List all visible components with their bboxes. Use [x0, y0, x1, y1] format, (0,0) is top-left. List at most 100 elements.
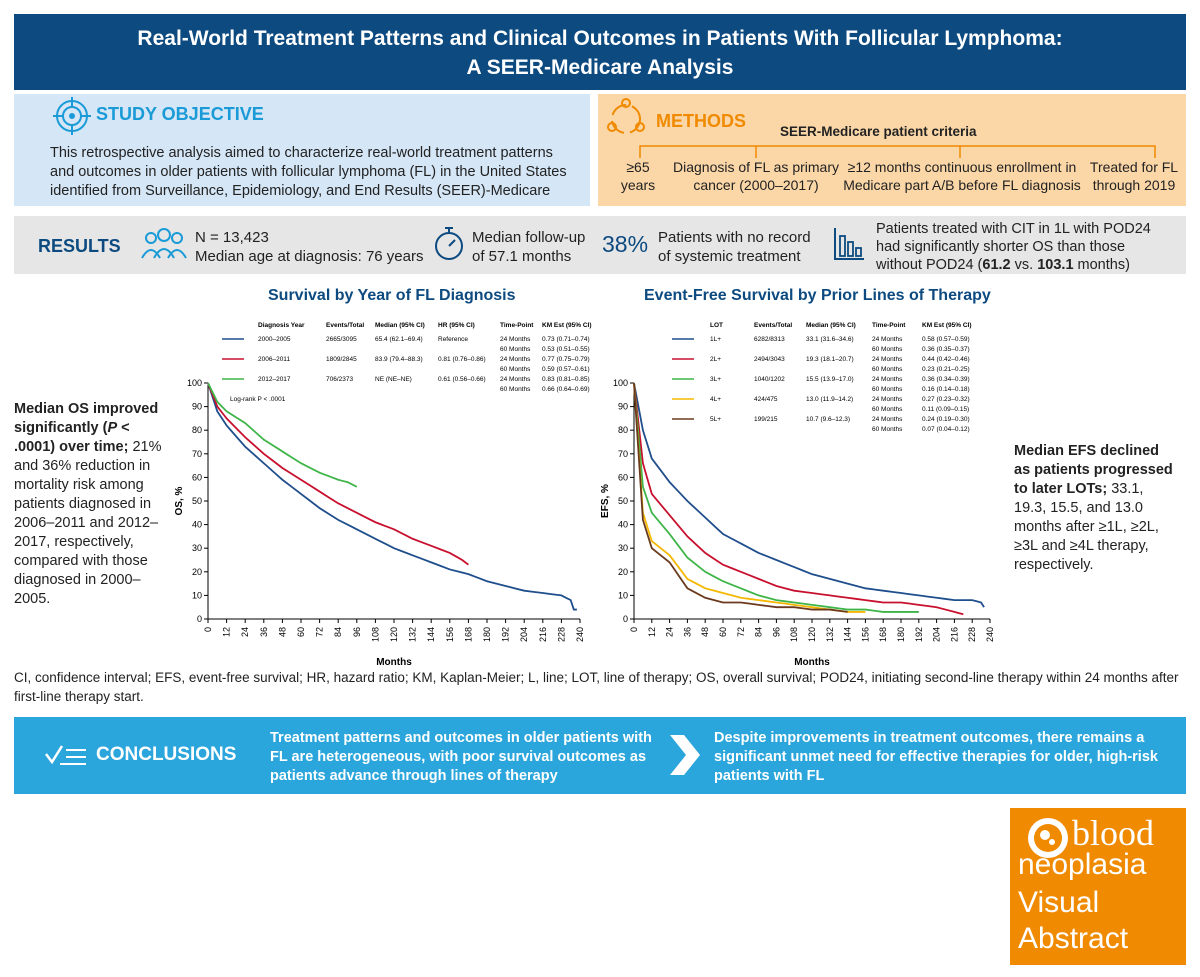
efs-legend-km: 0.16 (0.14–0.18)	[922, 386, 970, 393]
results-title: RESULTS	[38, 236, 121, 256]
os-table-header: Events/Total	[326, 322, 364, 329]
os-x-tick-label: 108	[370, 627, 380, 642]
efs-y-tick-label: 0	[623, 614, 628, 624]
efs-series-0	[633, 382, 985, 608]
bar-chart-icon	[834, 228, 864, 260]
efs-y-tick-label: 10	[618, 590, 628, 600]
os-y-tick-label: 80	[192, 425, 202, 435]
os-logrank: Log-rank P < .0001	[230, 396, 286, 403]
efs-legend-events: 1040/1202	[754, 376, 785, 383]
os-legend-timepoint: 24 Months	[500, 356, 531, 363]
os-series-0	[207, 382, 577, 611]
criteria-bracket	[639, 145, 1156, 158]
target-icon	[53, 97, 91, 135]
os-summary: Median OS improved significantly (P < .0…	[14, 401, 162, 607]
logo-word-neoplasia: neoplasia	[1018, 848, 1147, 881]
efs-legend-events: 424/475	[754, 396, 778, 403]
page-header: Real-World Treatment Patterns and Clinic…	[14, 14, 1186, 90]
os-x-tick-label: 240	[575, 627, 585, 642]
efs-legend-label: 5L+	[710, 416, 721, 423]
efs-x-tick-label: 84	[754, 627, 764, 637]
os-legend-km: 0.73 (0.71–0.74)	[542, 336, 590, 343]
os-legend-km: 0.83 (0.81–0.85)	[542, 376, 590, 383]
checklist-icon	[45, 745, 86, 765]
efs-legend-events: 199/215	[754, 416, 778, 423]
efs-legend-km: 0.11 (0.09–0.15)	[922, 406, 969, 413]
untreated-text1: Patients with no record	[658, 229, 811, 246]
efs-series-4	[633, 382, 848, 613]
efs-legend-median: 33.1 (31.6–34.6)	[806, 336, 854, 343]
pod24-line1: Patients treated with CIT in 1L with POD…	[876, 221, 1151, 237]
os-table-header: HR (95% CI)	[438, 322, 475, 329]
os-x-label: Months	[376, 657, 412, 665]
results-median-age: Median age at diagnosis: 76 years	[195, 248, 424, 265]
efs-x-tick-label: 168	[878, 627, 888, 642]
efs-table-header: LOT	[710, 322, 723, 329]
efs-legend-median: 15.5 (13.9–17.0)	[806, 376, 854, 383]
efs-x-tick-label: 108	[789, 627, 799, 642]
efs-x-tick-label: 36	[682, 627, 692, 637]
os-y-tick-label: 50	[192, 496, 202, 506]
os-legend-hr: 0.61 (0.56–0.66)	[438, 376, 486, 383]
efs-x-tick-label: 0	[629, 627, 639, 632]
os-legend-label: 2006–2011	[258, 356, 290, 363]
os-y-tick-label: 0	[197, 614, 202, 624]
os-y-tick-label: 90	[192, 402, 202, 412]
efs-chart-title: Event-Free Survival by Prior Lines of Th…	[644, 287, 991, 304]
os-y-tick-label: 10	[192, 590, 202, 600]
os-x-tick-label: 60	[296, 627, 306, 637]
criterion-age: ≥65 years	[620, 159, 656, 193]
efs-legend-km: 0.24 (0.19–0.30)	[922, 416, 970, 423]
efs-series-2	[633, 382, 919, 613]
os-x-tick-label: 24	[240, 627, 250, 637]
os-x-tick-label: 72	[315, 627, 325, 637]
os-series-2	[207, 382, 358, 488]
efs-y-label: EFS, %	[600, 484, 611, 518]
results-n: N = 13,423	[195, 229, 269, 246]
efs-table-header: Time-Point	[872, 322, 906, 329]
os-legend-median: 65.4 (62.1–69.4)	[375, 336, 423, 343]
efs-legend-median: 10.7 (9.6–12.3)	[806, 416, 850, 423]
os-x-tick-label: 84	[333, 627, 343, 637]
os-x-tick-label: 120	[389, 627, 399, 642]
efs-y-tick-label: 70	[618, 449, 628, 459]
efs-x-tick-label: 60	[718, 627, 728, 637]
efs-legend-events: 2494/3043	[754, 356, 785, 363]
efs-x-tick-label: 144	[843, 627, 853, 642]
efs-x-tick-label: 96	[771, 627, 781, 637]
os-y-tick-label: 20	[192, 567, 202, 577]
os-x-tick-label: 132	[408, 627, 418, 642]
efs-legend-label: 4L+	[710, 396, 721, 403]
os-y-label: OS, %	[174, 486, 185, 515]
os-x-tick-label: 0	[203, 627, 213, 632]
conclusion-point1: Treatment patterns and outcomes in older…	[270, 730, 652, 784]
efs-legend-km: 0.36 (0.34–0.39)	[922, 376, 970, 383]
efs-legend-timepoint: 60 Months	[872, 346, 903, 353]
efs-legend-km: 0.44 (0.42–0.46)	[922, 356, 970, 363]
os-x-tick-label: 36	[259, 627, 269, 637]
methods-title: METHODS	[656, 111, 746, 131]
os-legend-median: 83.9 (79.4–88.3)	[375, 356, 423, 363]
os-x-tick-label: 228	[556, 627, 566, 642]
conclusions-title: CONCLUSIONS	[96, 744, 237, 765]
objective-title: STUDY OBJECTIVE	[96, 104, 264, 124]
efs-legend-km: 0.07 (0.04–0.12)	[922, 426, 970, 433]
os-x-tick-label: 216	[538, 627, 548, 642]
os-y-tick-label: 40	[192, 520, 202, 530]
os-y-tick-label: 70	[192, 449, 202, 459]
journal-logo: blood neoplasia Visual Abstract	[1010, 808, 1186, 965]
efs-legend-timepoint: 24 Months	[872, 376, 903, 383]
criteria-title: SEER-Medicare patient criteria	[780, 124, 977, 139]
efs-table-header: KM Est (95% CI)	[922, 322, 971, 329]
os-legend-timepoint: 60 Months	[500, 366, 531, 373]
logo-word-blood: blood	[1072, 813, 1155, 853]
people-icon	[141, 228, 187, 259]
conclusion-point2: Despite improvements in treatment outcom…	[714, 730, 1158, 784]
criterion-enrollment: ≥12 months continuous enrollment in Medi…	[843, 159, 1081, 193]
os-x-tick-label: 156	[445, 627, 455, 642]
efs-legend-km: 0.27 (0.23–0.32)	[922, 396, 970, 403]
os-table-header: Time-Point	[500, 322, 534, 329]
efs-y-tick-label: 90	[618, 402, 628, 412]
results-bar	[14, 216, 1186, 274]
cycle-icon	[607, 98, 645, 134]
